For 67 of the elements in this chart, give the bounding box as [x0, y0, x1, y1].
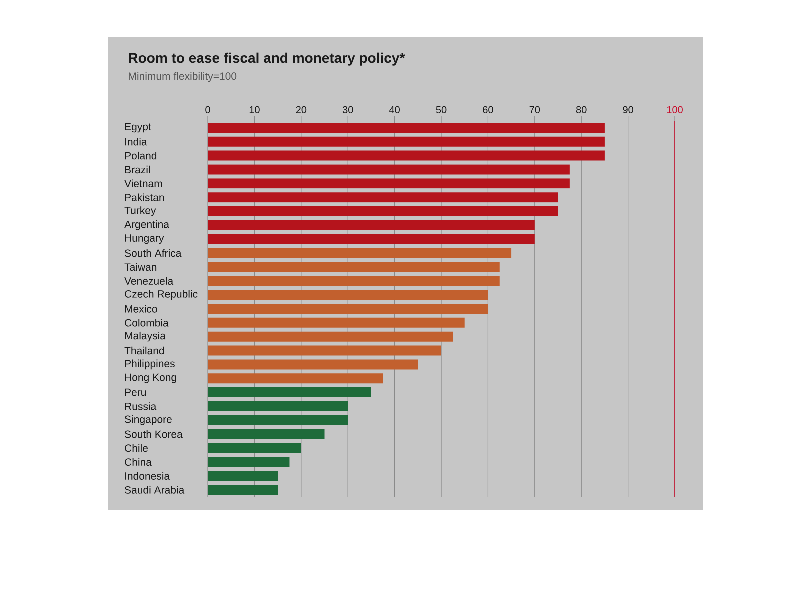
y-tick-label: Malaysia [125, 332, 166, 342]
y-tick-label: Venezuela [124, 277, 174, 286]
bar [208, 248, 512, 258]
bar [208, 415, 348, 426]
bar [208, 318, 465, 328]
y-tick-label: Argentina [124, 220, 170, 230]
y-tick-label: Mexico [125, 305, 158, 313]
y-tick-label: Peru [125, 388, 146, 396]
y-tick-label: Vietnam [124, 180, 162, 188]
bar [208, 360, 418, 370]
bar [208, 332, 454, 342]
chart-subtitle: Minimum flexibility=100 [129, 72, 237, 82]
y-tick-label: Philippines [125, 360, 175, 370]
y-tick-label: Taiwan [124, 263, 157, 272]
bar [208, 122, 605, 133]
y-tick-label: China [125, 458, 152, 466]
x-tick-label: 0 [206, 106, 210, 114]
x-tick-label: 20 [296, 106, 307, 114]
y-tick-label: Hungary [125, 234, 164, 244]
y-tick-label: Czech Republic [125, 290, 198, 300]
x-tick-label: 90 [623, 106, 634, 114]
x-tick-label: 30 [342, 106, 354, 114]
bar [208, 457, 290, 468]
bar [208, 471, 278, 482]
y-tick-label: Thailand [124, 346, 164, 355]
y-tick-label: Singapore [125, 416, 172, 426]
y-tick-label: Brazil [125, 166, 150, 174]
x-tick-label: 80 [576, 106, 587, 114]
y-tick-label: Hong Kong [125, 374, 176, 384]
y-tick-label: Egypt [125, 123, 152, 133]
bar [208, 276, 500, 286]
y-tick-label: Colombia [125, 319, 169, 327]
bar [208, 346, 442, 356]
bar [208, 206, 558, 217]
y-tick-label: Indonesia [126, 472, 170, 480]
chart-title: Room to ease fiscal and monetary policy* [129, 52, 406, 66]
x-tick-label: 100 [667, 106, 683, 114]
bar [208, 150, 605, 161]
y-tick-label: Russia [125, 402, 157, 410]
x-tick-label: 50 [436, 106, 447, 114]
x-tick-label: 70 [530, 106, 540, 114]
y-tick-label: Chile [125, 444, 148, 452]
bar [208, 262, 500, 272]
bar [208, 443, 302, 454]
y-tick-label: Saudi Arabia [125, 486, 185, 494]
bar [208, 374, 384, 384]
bar [208, 136, 605, 147]
y-tick-label: Poland [125, 152, 157, 160]
bar [208, 178, 570, 189]
bar [208, 220, 535, 230]
bar [208, 304, 488, 314]
bar [208, 429, 325, 440]
bar [208, 234, 535, 244]
x-tick-label: 10 [250, 106, 260, 114]
x-tick-label: 60 [483, 106, 494, 114]
bar [208, 401, 348, 412]
y-tick-label: India [126, 138, 148, 146]
bar [208, 290, 488, 300]
bar [208, 192, 558, 203]
y-tick-label: South Korea [125, 430, 183, 438]
x-tick-label: 40 [389, 106, 400, 114]
y-tick-label: South Africa [125, 249, 182, 258]
bar [208, 388, 372, 398]
y-tick-label: Turkey [124, 206, 156, 216]
bar [208, 164, 570, 175]
bar [208, 485, 278, 496]
y-tick-label: Pakistan [125, 194, 164, 202]
